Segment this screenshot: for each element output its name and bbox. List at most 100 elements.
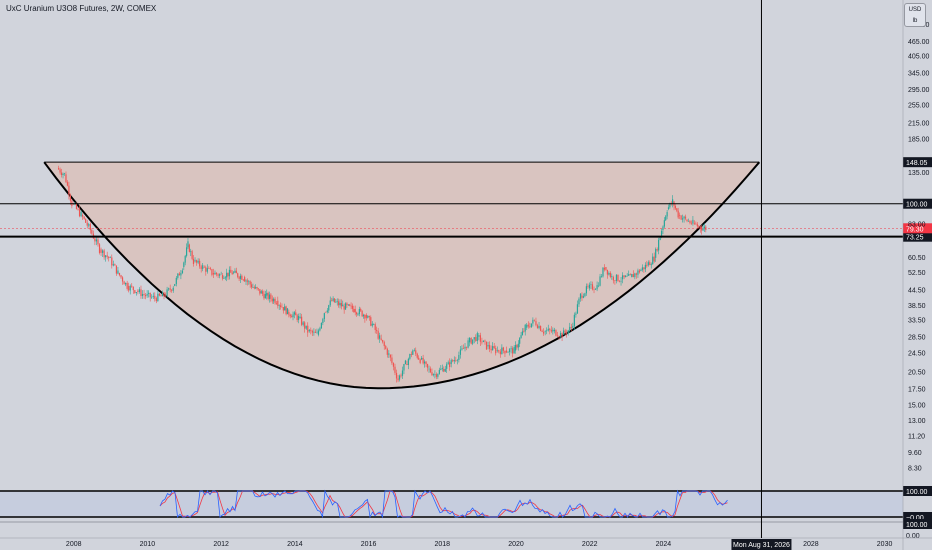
candle-body bbox=[245, 280, 247, 282]
candle-body bbox=[401, 370, 404, 376]
candle-body bbox=[160, 295, 162, 297]
candle-body bbox=[238, 276, 240, 279]
candle-body bbox=[353, 308, 355, 313]
candle-body bbox=[302, 322, 304, 325]
candle-body bbox=[114, 264, 116, 266]
time-tick: 2012 bbox=[213, 541, 229, 548]
candle-body bbox=[512, 348, 514, 354]
osc-band bbox=[0, 491, 903, 517]
candle-body bbox=[469, 338, 471, 343]
candle-body bbox=[701, 227, 703, 231]
price-tick: 44.50 bbox=[908, 287, 926, 294]
candle-body bbox=[669, 203, 671, 208]
candle-body bbox=[581, 295, 583, 298]
candle-body bbox=[305, 325, 307, 329]
candle-body bbox=[529, 326, 531, 328]
candle-body bbox=[68, 185, 70, 196]
price-axis: 545.00465.00405.00345.00295.00255.00215.… bbox=[902, 0, 930, 550]
time-tick: 2020 bbox=[508, 541, 524, 548]
candle-body bbox=[432, 374, 435, 376]
candle-body bbox=[314, 331, 317, 333]
candle-body bbox=[672, 199, 674, 204]
time-tick: 2014 bbox=[287, 541, 303, 548]
candle-body bbox=[212, 272, 215, 275]
candle-body bbox=[482, 340, 485, 343]
candle-body bbox=[316, 332, 318, 334]
candle-body bbox=[365, 314, 367, 318]
candle-body bbox=[606, 269, 609, 275]
osc-tag-label: 100.00 bbox=[906, 489, 928, 496]
candle-body bbox=[320, 322, 322, 329]
candle-body bbox=[569, 326, 571, 331]
candle-body bbox=[535, 321, 537, 326]
candle-body bbox=[683, 216, 685, 219]
candle-body bbox=[419, 359, 421, 363]
candle-body bbox=[416, 353, 418, 358]
candle-body bbox=[690, 222, 693, 224]
candle-body bbox=[487, 345, 489, 347]
candle-body bbox=[533, 319, 536, 321]
candle-body bbox=[137, 290, 139, 292]
candle-body bbox=[349, 304, 351, 306]
candle-body bbox=[192, 258, 195, 264]
candle-body bbox=[663, 220, 665, 227]
candle-body bbox=[161, 292, 164, 297]
candle-body bbox=[131, 285, 133, 287]
candle-body bbox=[206, 268, 208, 272]
candle-body bbox=[543, 331, 545, 334]
candle-body bbox=[382, 339, 384, 343]
candle-body bbox=[343, 306, 345, 310]
candle-body bbox=[508, 349, 511, 353]
candle-body bbox=[516, 345, 518, 348]
candle-body bbox=[211, 269, 213, 275]
price-tick: 60.50 bbox=[908, 255, 926, 262]
time-tick: 2018 bbox=[434, 541, 450, 548]
candle-body bbox=[187, 241, 189, 248]
candle-body bbox=[478, 335, 480, 337]
candle-body bbox=[255, 287, 257, 289]
candle-body bbox=[277, 300, 279, 306]
osc-tag bbox=[903, 486, 932, 496]
candle-body bbox=[126, 282, 128, 289]
candle-body bbox=[234, 270, 236, 273]
candle-body bbox=[197, 260, 199, 263]
candle-body bbox=[681, 218, 684, 220]
currency-label: USD bbox=[908, 7, 922, 13]
candle-body bbox=[344, 303, 347, 310]
osc-tag-label: 100.00 bbox=[906, 522, 928, 529]
crosshair-date-label: Mon Aug 31, 2026 bbox=[733, 542, 790, 549]
candle-body bbox=[202, 265, 204, 269]
candle-body bbox=[292, 314, 294, 318]
candle-body bbox=[88, 224, 90, 226]
candle-body bbox=[244, 277, 246, 282]
candle-body bbox=[458, 355, 460, 361]
candle-body bbox=[696, 224, 698, 227]
candle-body bbox=[590, 284, 592, 285]
candle-body bbox=[418, 357, 420, 360]
candle-body bbox=[339, 302, 341, 306]
candle-body bbox=[547, 328, 549, 331]
level-tag bbox=[903, 198, 932, 209]
currency-unit-button[interactable]: USD lb bbox=[904, 3, 926, 27]
candle-body bbox=[687, 221, 690, 222]
candle-body bbox=[615, 274, 618, 281]
last-price-label: 79.30 bbox=[906, 226, 924, 233]
candle-body bbox=[377, 330, 379, 339]
candle-body bbox=[132, 286, 134, 291]
candle-body bbox=[253, 287, 255, 289]
candle-body bbox=[203, 267, 205, 268]
candle-body bbox=[347, 304, 349, 306]
candle-body bbox=[354, 309, 356, 313]
candle-body bbox=[120, 275, 122, 278]
candle-body bbox=[223, 278, 225, 279]
candle-body bbox=[623, 275, 625, 278]
candle-body bbox=[60, 172, 63, 176]
candle-body bbox=[177, 273, 179, 278]
candle-body bbox=[658, 239, 660, 251]
candle-body bbox=[279, 305, 282, 307]
candle-body bbox=[69, 195, 71, 201]
candle-body bbox=[248, 281, 250, 283]
candle-body bbox=[519, 338, 521, 344]
candle-body bbox=[404, 360, 407, 365]
